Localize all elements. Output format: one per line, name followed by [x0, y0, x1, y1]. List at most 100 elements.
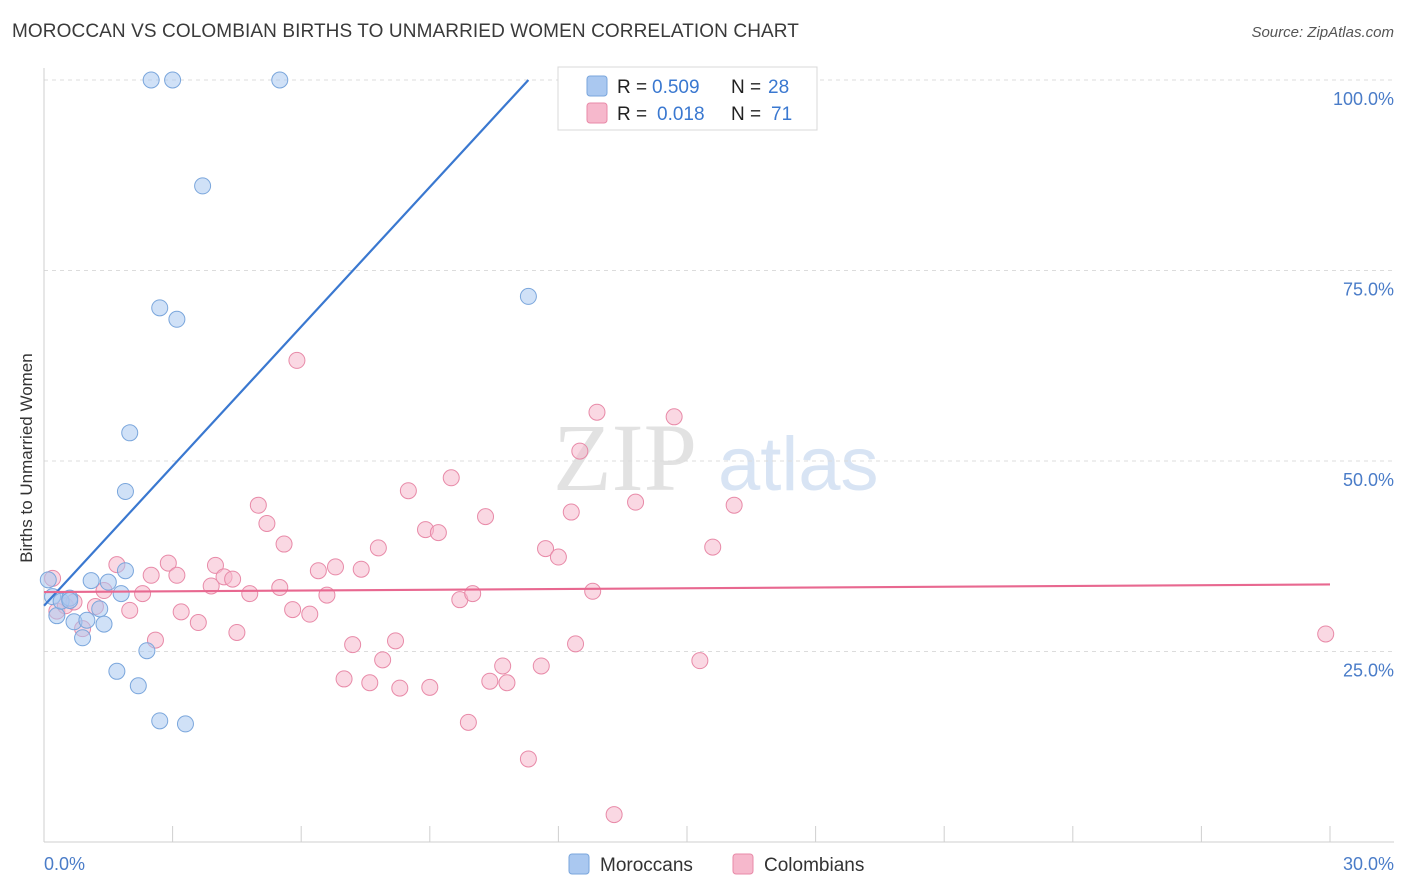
colombian-point	[532, 657, 550, 675]
moroccan-point	[164, 71, 182, 89]
y-tick-label: 25.0%	[1343, 661, 1394, 681]
colombian-point	[121, 601, 139, 619]
axes	[43, 68, 1394, 843]
legend-r-label: R =	[617, 77, 647, 98]
colombian-point	[374, 651, 392, 669]
colombian-point	[494, 657, 512, 675]
y-tick-label: 50.0%	[1343, 470, 1394, 490]
legend-n-label: N =	[731, 77, 761, 98]
moroccan-point	[48, 607, 66, 625]
colombian-point	[326, 558, 344, 576]
colombian-point	[588, 403, 606, 421]
colombian-point	[519, 750, 537, 768]
colombian-point	[567, 635, 585, 653]
colombian-point	[241, 585, 259, 603]
moroccan-point	[39, 571, 57, 589]
legend-swatch-moroccans	[568, 853, 590, 875]
colombian-point	[627, 493, 645, 511]
series-legend: Moroccans Colombians	[568, 853, 864, 876]
colombian-point	[691, 652, 709, 670]
colombian-point	[344, 636, 362, 654]
colombian-point	[391, 679, 409, 697]
gridlines	[44, 79, 1394, 652]
x-ticks	[43, 826, 1331, 842]
chart-title: MOROCCAN VS COLOMBIAN BIRTHS TO UNMARRIE…	[12, 21, 799, 42]
colombian-point	[309, 562, 327, 580]
colombian-point	[275, 535, 293, 553]
colombian-point	[335, 670, 353, 688]
y-tick-label: 100.0%	[1333, 89, 1394, 109]
colombian-point	[477, 508, 495, 526]
colombians-trend-line	[43, 583, 1331, 594]
colombian-point	[1317, 625, 1335, 643]
colombian-point	[206, 556, 224, 574]
legend-swatch-moroccans	[586, 75, 608, 97]
moroccan-point	[108, 662, 126, 680]
colombian-point	[562, 503, 580, 521]
colombian-point	[189, 614, 207, 632]
legend-n-value: 71	[771, 104, 792, 125]
colombian-point	[442, 469, 460, 487]
colombian-point	[352, 560, 370, 578]
colombian-point	[228, 623, 246, 641]
colombian-point	[134, 585, 152, 603]
legend-swatch-colombians	[732, 853, 754, 875]
y-tick-labels: 100.0% 75.0% 50.0% 25.0%	[1333, 89, 1394, 681]
colombian-point	[258, 514, 276, 532]
colombian-point	[584, 582, 602, 600]
moroccan-point	[129, 677, 147, 695]
colombian-point	[168, 566, 186, 584]
colombian-point	[704, 538, 722, 556]
legend-label-moroccans: Moroccans	[600, 855, 693, 876]
colombian-point	[142, 566, 160, 584]
colombian-point	[288, 351, 306, 369]
colombian-point	[301, 605, 319, 623]
colombian-point	[387, 632, 405, 650]
colombian-point	[249, 496, 267, 514]
colombian-point	[459, 713, 477, 731]
colombian-point	[361, 674, 379, 692]
moroccan-point	[121, 424, 139, 442]
legend-n-label: N =	[731, 104, 761, 125]
watermark-atlas: atlas	[718, 422, 879, 507]
colombian-point	[421, 678, 439, 696]
colombian-point	[429, 524, 447, 542]
moroccan-point	[116, 562, 134, 580]
moroccan-point	[271, 71, 289, 89]
colombian-point	[159, 554, 177, 572]
colombian-point	[537, 540, 555, 558]
trend-lines	[43, 79, 1331, 607]
colombian-point	[571, 442, 589, 460]
colombian-point	[498, 674, 516, 692]
colombians-points	[44, 351, 1335, 824]
x-tick-label: 30.0%	[1343, 854, 1394, 874]
moroccan-point	[142, 71, 160, 89]
colombian-point	[725, 496, 743, 514]
legend-r-value: 0.509	[652, 77, 700, 98]
moroccan-point	[74, 629, 92, 647]
y-axis-title: Births to Unmarried Women	[17, 353, 36, 562]
moroccan-point	[194, 177, 212, 195]
legend-r-value: 0.018	[657, 104, 705, 125]
colombian-point	[172, 603, 190, 621]
moroccan-point	[112, 585, 130, 603]
moroccan-point	[151, 299, 169, 317]
moroccans-trend-line	[43, 79, 530, 607]
legend-label-colombians: Colombians	[764, 855, 864, 876]
moroccan-point	[61, 591, 79, 609]
source-credit: Source: ZipAtlas.com	[1251, 24, 1394, 41]
moroccan-point	[168, 310, 186, 328]
moroccan-point	[78, 611, 96, 629]
moroccan-point	[116, 482, 134, 500]
moroccan-point	[91, 600, 109, 618]
colombian-point	[224, 570, 242, 588]
colombian-point	[605, 806, 623, 824]
moroccan-point	[519, 287, 537, 305]
colombian-point	[464, 585, 482, 603]
colombian-point	[665, 408, 683, 426]
colombian-point	[399, 482, 417, 500]
moroccan-point	[82, 572, 100, 590]
colombian-point	[481, 672, 499, 690]
moroccan-point	[138, 642, 156, 660]
